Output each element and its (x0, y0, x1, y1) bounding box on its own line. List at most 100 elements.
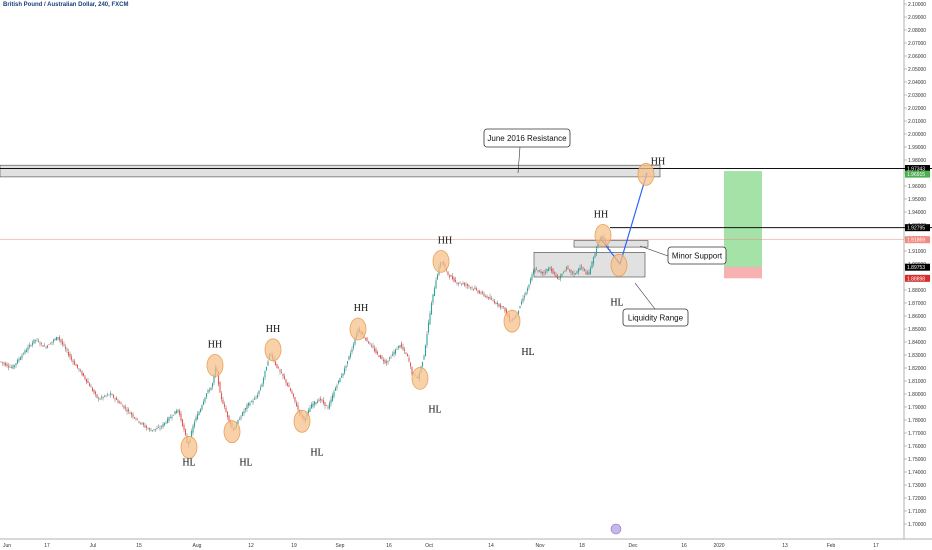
candle (528, 284, 530, 290)
candle-body (529, 278, 532, 284)
candle-body (468, 285, 470, 287)
y-tick-label: 1.81000 (908, 379, 926, 385)
candle-body (126, 409, 128, 412)
candle (582, 266, 584, 272)
callout-pointer (517, 146, 521, 174)
candle-body (402, 346, 404, 350)
candle (558, 276, 560, 281)
candle (480, 290, 482, 295)
candle-body (274, 361, 277, 365)
candle-body (433, 288, 436, 297)
candle-body (202, 401, 205, 405)
pivot-markers: HH HL HL HH HL HH HL HH HL HH HL HH (180, 156, 665, 469)
candle (276, 363, 278, 369)
candle (180, 410, 182, 423)
resistance-zone (0, 164, 661, 178)
candle (21, 353, 23, 361)
candle-body (162, 423, 164, 428)
candle-body (559, 275, 562, 279)
candle-body (85, 378, 88, 383)
candle-body (286, 383, 289, 386)
higher-high-label: HH (208, 339, 222, 350)
candle (289, 387, 292, 392)
x-tick-label: 14 (488, 543, 494, 549)
candle-body (136, 418, 139, 420)
candle (220, 391, 223, 403)
candle-body (333, 391, 335, 397)
candle (108, 394, 110, 396)
candle-body (505, 309, 508, 314)
candle (529, 277, 532, 285)
candle (148, 427, 151, 432)
event-marker (610, 523, 622, 535)
candle (202, 399, 205, 406)
candle-body (484, 296, 487, 297)
candle (429, 310, 431, 326)
callout-box (622, 308, 689, 327)
candle (448, 274, 451, 280)
y-tick-label: 1.79000 (908, 405, 926, 411)
candle (432, 294, 434, 306)
candle-body (1, 362, 4, 363)
candle (553, 271, 556, 276)
candle-body (375, 349, 377, 353)
candle (18, 356, 20, 363)
candle-body (573, 273, 575, 275)
candle-body (73, 361, 76, 365)
candle (325, 405, 328, 407)
callout-pointer (634, 282, 656, 310)
candle (78, 367, 80, 372)
candle-body (313, 401, 316, 405)
candle-body (319, 398, 322, 401)
candle (183, 422, 185, 433)
callout: Minor Support (639, 245, 727, 265)
candle (585, 269, 587, 275)
candle (465, 281, 467, 289)
callout-text: Minor Support (672, 252, 723, 261)
candle-body (261, 384, 263, 387)
y-tick-label: 2.10000 (908, 2, 926, 8)
target-zone (724, 171, 762, 267)
candle (81, 370, 83, 377)
candle (96, 394, 98, 399)
candle (54, 337, 56, 342)
candle (177, 409, 179, 414)
candle (318, 397, 320, 402)
candle-body (424, 345, 427, 357)
candle (9, 363, 11, 368)
candle-body (339, 378, 341, 383)
candle (349, 350, 352, 360)
candle-body (237, 420, 239, 424)
candle (316, 398, 319, 404)
candle-body (123, 405, 125, 409)
candle-body (346, 361, 349, 364)
y-tick-label: 1.88000 (908, 288, 926, 294)
candle-body (330, 399, 332, 404)
candle (123, 405, 125, 410)
candle (58, 335, 61, 343)
candle-body (553, 272, 556, 274)
pivot-circle (349, 317, 367, 341)
candle (163, 422, 166, 427)
price-label-bg (905, 165, 930, 173)
candle (102, 396, 104, 401)
candle (40, 342, 43, 347)
candle (552, 267, 554, 275)
y-tick-label: 2.07000 (908, 41, 926, 47)
candle (162, 422, 164, 430)
higher-high-label: HH (651, 156, 665, 167)
candle-body (396, 349, 398, 350)
higher-high-label: HH (354, 303, 368, 314)
candle-body (243, 411, 245, 414)
candle-body (10, 367, 13, 368)
candle (520, 299, 523, 306)
candle (226, 411, 229, 420)
candle-body (180, 413, 182, 421)
candle (25, 347, 28, 353)
candle-body (31, 342, 34, 345)
time-axis: Jun 17 Jul 15 Aug 12 19 Sep 16 Oct 14 Nov 18 Dec 16 202… (3, 543, 879, 549)
candle (225, 405, 227, 413)
x-tick-label: Jul (90, 543, 96, 549)
candle (403, 346, 406, 354)
